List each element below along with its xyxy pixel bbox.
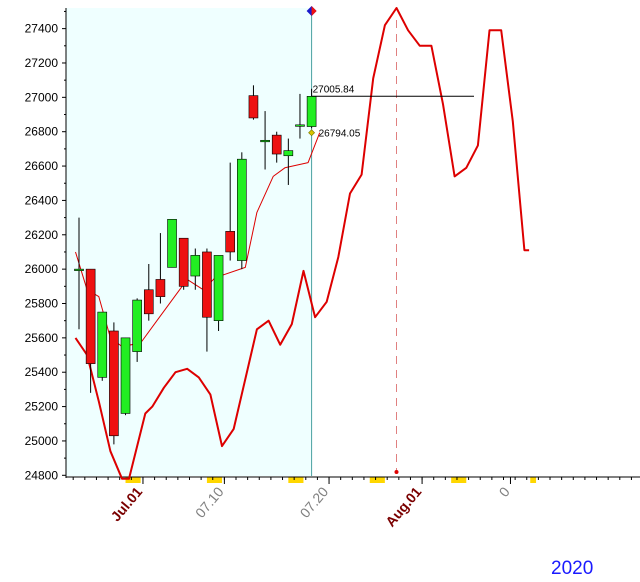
candle-body: [85, 268, 96, 364]
history-region: [66, 8, 312, 476]
x-tick-label: 0: [496, 483, 513, 499]
candle: [120, 337, 131, 416]
candle: [190, 248, 201, 290]
candle-body: [202, 251, 212, 318]
value-labels: 27005.84 26794.05: [308, 84, 474, 140]
candle: [260, 111, 270, 170]
candle-body: [283, 150, 294, 157]
x-axis-ticks: Jul.01 07.10 07.20 Aug.01 0: [107, 477, 513, 530]
weekend-marker: [369, 477, 385, 483]
y-tick-label: 24800: [25, 468, 59, 482]
candle: [225, 162, 235, 261]
candle-body: [213, 255, 224, 321]
candle: [97, 311, 108, 381]
candle-body: [155, 279, 166, 297]
candle: [202, 248, 212, 352]
candle-body: [190, 255, 201, 277]
current-day-markers: [306, 6, 399, 476]
last-close-label: 27005.84: [313, 84, 355, 95]
candle-body: [271, 134, 282, 155]
weekend-markers: [125, 477, 537, 483]
y-tick-label: 26400: [25, 193, 59, 207]
candle: [295, 93, 305, 139]
x-tick-label: 07.20: [297, 483, 332, 520]
candle: [167, 219, 177, 268]
candle-body: [295, 124, 305, 127]
candle: [109, 322, 119, 445]
candle-body: [132, 299, 142, 352]
history-shade: [66, 8, 312, 476]
year-label: 2020: [551, 558, 594, 579]
y-tick-label: 25200: [25, 400, 59, 414]
candle-body: [97, 311, 108, 378]
x-tick-label: 07.10: [192, 483, 227, 520]
candles: [74, 85, 317, 445]
weekend-marker: [125, 477, 141, 483]
candle-body: [260, 139, 270, 143]
projection-dot: [394, 470, 399, 474]
candle: [178, 237, 189, 290]
candle: [132, 298, 142, 362]
weekend-marker: [451, 477, 467, 483]
candle: [213, 255, 224, 331]
x-tick-label: Aug.01: [382, 483, 424, 529]
candle-body: [109, 330, 119, 437]
candle-body: [225, 231, 235, 253]
candle: [85, 268, 96, 393]
y-tick-label: 26000: [25, 262, 59, 276]
candle: [155, 233, 166, 304]
y-tick-label: 26600: [25, 159, 59, 173]
candle-body: [167, 219, 177, 268]
candle: [283, 138, 294, 185]
ma-value-label: 26794.05: [319, 129, 361, 140]
candle-body: [120, 337, 131, 414]
candle-body: [248, 95, 259, 119]
y-tick-label: 25000: [25, 434, 59, 448]
band-line: [74, 7, 530, 480]
candle-body: [143, 289, 154, 315]
weekend-marker: [206, 477, 223, 483]
candle-body: [74, 268, 84, 271]
y-tick-label: 25800: [25, 297, 59, 311]
candle-body: [178, 237, 189, 287]
y-tick-label: 26800: [25, 125, 59, 139]
candle-body: [237, 158, 247, 261]
y-tick-label: 25400: [25, 365, 59, 379]
y-tick-label: 25600: [25, 331, 59, 345]
candle: [271, 131, 282, 163]
x-tick-label: Jul.01: [107, 483, 145, 524]
y-tick-label: 27400: [25, 22, 59, 36]
y-tick-label: 27200: [25, 56, 59, 70]
ma-marker: [308, 129, 316, 137]
weekend-marker: [530, 477, 537, 483]
y-axis-ticks: 24800 25000 25200 25400 25600 25800 26000 26200…: [25, 10, 66, 482]
y-tick-label: 26200: [25, 228, 59, 242]
axes: [65, 8, 640, 480]
candle: [248, 85, 259, 120]
y-tick-label: 27000: [25, 90, 59, 104]
candle: [237, 152, 247, 270]
candle-body: [306, 96, 317, 127]
candle: [143, 263, 154, 321]
weekend-marker: [288, 477, 304, 483]
today-marker-top-half: [311, 6, 317, 16]
candle: [74, 217, 84, 330]
